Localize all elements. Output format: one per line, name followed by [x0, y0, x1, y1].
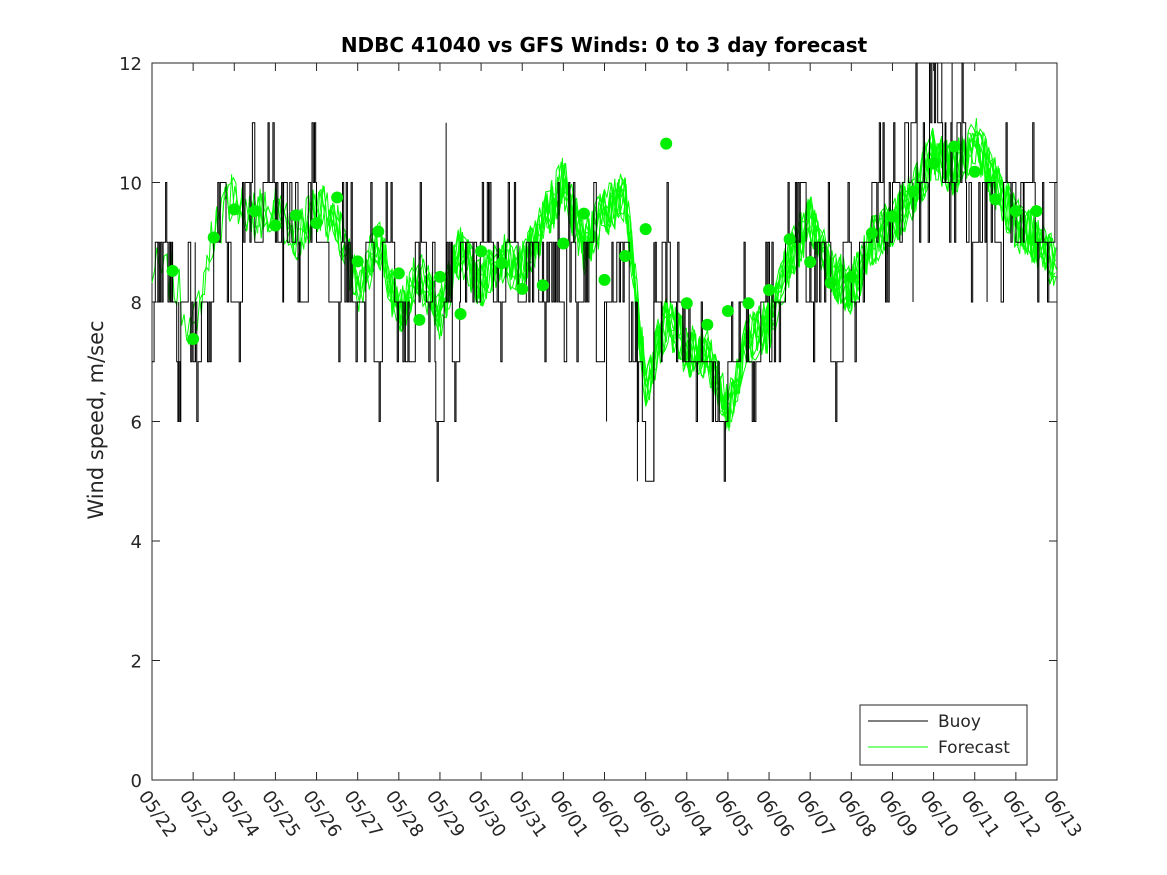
forecast-marker [289, 209, 302, 222]
forecast-marker [660, 137, 673, 150]
x-tick-label: 05/26 [298, 787, 345, 842]
forecast-marker [351, 255, 364, 268]
forecast-marker [865, 227, 878, 240]
x-tick-label: 05/31 [504, 787, 551, 842]
forecast-marker [228, 203, 241, 216]
forecast-marker [166, 264, 179, 277]
x-tick-label: 06/11 [957, 787, 1004, 842]
x-tick-label: 05/22 [134, 787, 181, 842]
x-tick-label: 05/29 [422, 787, 469, 842]
y-tick-label: 6 [131, 413, 142, 434]
legend: Buoy Forecast [859, 704, 1028, 766]
forecast-marker [701, 318, 714, 331]
y-axis-label: Wind speed, m/sec [84, 320, 108, 519]
x-tick-label: 05/24 [216, 787, 263, 842]
y-tick-label: 8 [131, 293, 142, 314]
y-tick-label: 0 [131, 771, 142, 792]
forecast-marker [557, 237, 570, 250]
x-tick-label: 06/05 [710, 787, 757, 842]
forecast-marker [413, 313, 426, 326]
forecast-marker [742, 297, 755, 310]
forecast-marker [248, 205, 261, 218]
legend-buoy-label: Buoy [938, 712, 981, 732]
x-tick-label: 05/27 [340, 787, 387, 842]
x-tick-label: 06/03 [628, 787, 675, 842]
forecast-marker [1030, 205, 1043, 218]
forecast-marker [886, 210, 899, 223]
forecast-marker [948, 140, 961, 153]
forecast-marker [783, 233, 796, 246]
forecast-marker [721, 304, 734, 317]
forecast-marker [989, 193, 1002, 206]
forecast-marker [804, 255, 817, 268]
y-tick-label: 4 [131, 532, 142, 553]
x-tick-label: 05/28 [381, 787, 428, 842]
legend-box [859, 704, 1028, 766]
x-tick-label: 05/30 [463, 787, 510, 842]
x-tick-label: 06/02 [586, 787, 633, 842]
forecast-marker [824, 276, 837, 289]
forecast-marker [207, 231, 220, 244]
forecast-marker [907, 185, 920, 198]
forecast-marker [968, 165, 981, 178]
y-tick-label: 12 [119, 54, 142, 75]
forecast-marker [619, 249, 632, 262]
forecast-marker [331, 191, 344, 204]
forecast-marker [475, 245, 488, 258]
y-tick-label: 2 [131, 652, 142, 673]
x-tick-label: 06/06 [751, 787, 798, 842]
forecast-marker [392, 267, 405, 280]
legend-forecast-label: Forecast [938, 738, 1010, 758]
plot-frame [151, 62, 1058, 781]
buoy-line [152, 62, 1057, 482]
forecast-marker [269, 219, 282, 232]
x-tick-label: 06/07 [792, 787, 839, 842]
forecast-marker [433, 270, 446, 283]
forecast-marker [516, 282, 529, 295]
forecast-marker [536, 279, 549, 292]
forecast-marker [598, 273, 611, 286]
forecast-marker [927, 157, 940, 170]
forecast-marker [845, 270, 858, 283]
forecast-marker [187, 333, 200, 346]
x-tick-label: 06/12 [998, 787, 1045, 842]
forecast-marker [639, 223, 652, 236]
chart-title: NDBC 41040 vs GFS Winds: 0 to 3 day fore… [341, 33, 868, 57]
y-tick-label: 10 [119, 174, 142, 195]
x-tick-label: 06/01 [545, 787, 592, 842]
x-tick-label: 05/25 [257, 787, 304, 842]
forecast-marker [577, 207, 590, 220]
x-tick-label: 06/13 [1039, 787, 1086, 842]
x-tick-label: 06/04 [669, 787, 716, 842]
x-tick-label: 06/09 [874, 787, 921, 842]
x-tick-label: 05/23 [175, 787, 222, 842]
x-tick-label: 06/08 [833, 787, 880, 842]
x-tick-label: 06/10 [915, 787, 962, 842]
forecast-marker [680, 297, 693, 310]
forecast-marker [310, 217, 323, 230]
forecast-marker [454, 307, 467, 320]
forecast-marker [763, 284, 776, 297]
forecast-marker [372, 225, 385, 238]
forecast-marker [1009, 205, 1022, 218]
forecast-marker [495, 257, 508, 270]
